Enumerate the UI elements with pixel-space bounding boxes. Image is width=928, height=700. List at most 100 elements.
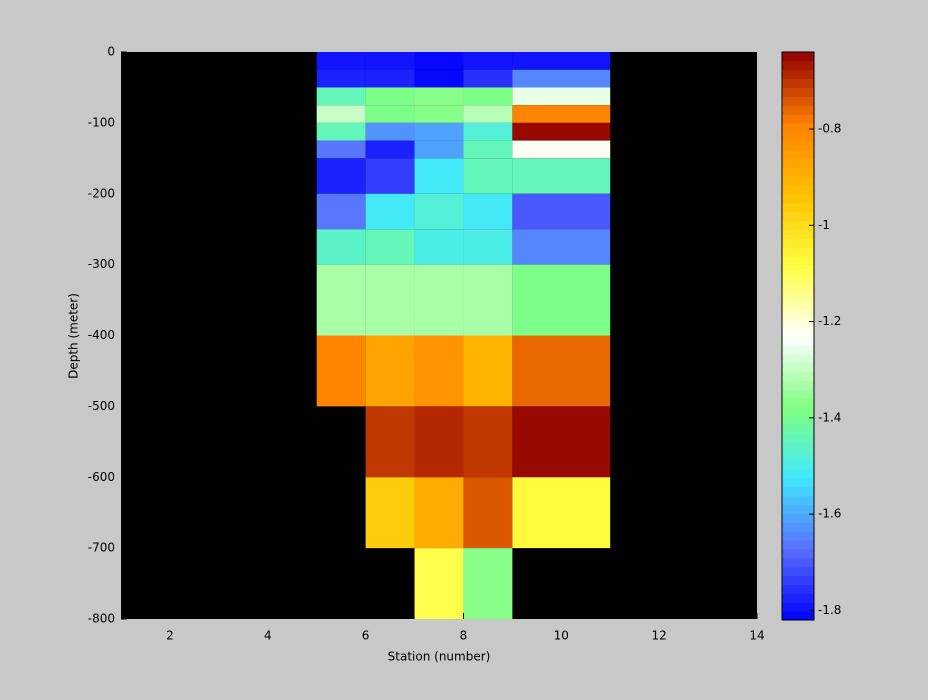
colorbar-band xyxy=(782,460,814,470)
colorbar-tick-label: -1.2 xyxy=(818,314,841,328)
colorbar-band xyxy=(782,176,814,186)
heatmap-cell xyxy=(316,229,366,265)
colorbar-band xyxy=(782,265,814,275)
colorbar-tick-label: -1.4 xyxy=(818,410,841,424)
colorbar-band xyxy=(782,398,814,408)
heatmap-cell xyxy=(414,158,464,194)
colorbar-band xyxy=(782,557,814,568)
heatmap-cell xyxy=(414,105,464,123)
heatmap-cell xyxy=(365,105,415,123)
heatmap-cell xyxy=(463,548,513,619)
colorbar-band xyxy=(782,114,814,124)
heatmap-cell xyxy=(365,406,415,478)
colorbar-band xyxy=(782,513,814,523)
colorbar-band xyxy=(782,575,814,585)
heatmap-cell xyxy=(414,335,464,407)
colorbar-tick-label: -1 xyxy=(818,218,830,232)
colorbar-band xyxy=(782,273,814,284)
colorbar-band xyxy=(782,611,814,621)
colorbar-band xyxy=(782,344,814,355)
heatmap-cell xyxy=(316,158,366,194)
colorbar-band xyxy=(782,158,814,168)
colorbar-band xyxy=(782,495,814,506)
heatmap-cell xyxy=(414,406,464,478)
heatmap-cell xyxy=(463,264,513,336)
heatmap-cell xyxy=(463,229,513,265)
x-tick-label: 10 xyxy=(554,629,569,643)
colorbar-band xyxy=(782,229,814,239)
colorbar-band xyxy=(782,371,814,381)
heatmap-cell xyxy=(463,406,513,478)
y-tick-label: -100 xyxy=(88,115,115,129)
heatmap-cell xyxy=(463,158,513,194)
colorbar-band xyxy=(782,69,814,80)
colorbar-band xyxy=(782,415,814,426)
heatmap-cell xyxy=(414,87,464,106)
heatmap-cell xyxy=(365,158,415,194)
colorbar-band xyxy=(782,566,814,577)
heatmap-cell xyxy=(512,69,611,88)
colorbar-band xyxy=(782,149,814,159)
heatmap-cell xyxy=(512,335,611,407)
y-axis-label: Depth (meter) xyxy=(67,293,81,379)
heatmap-cell xyxy=(463,52,513,70)
y-tick-label: -800 xyxy=(88,612,115,626)
heatmap-cell xyxy=(463,87,513,106)
colorbar-tick-label: -1.6 xyxy=(818,507,841,521)
colorbar-band xyxy=(782,105,814,115)
y-tick-label: -300 xyxy=(88,257,115,271)
colorbar-band xyxy=(782,52,814,62)
heatmap-cell xyxy=(365,52,415,70)
y-tick-label: -700 xyxy=(88,541,115,555)
heatmap-cell xyxy=(316,335,366,407)
heatmap-cell xyxy=(316,105,366,123)
x-tick-label: 14 xyxy=(749,629,764,643)
heatmap-cell xyxy=(365,477,415,549)
colorbar-tick-label: -1.8 xyxy=(818,603,841,617)
heatmap-cell xyxy=(512,158,611,194)
heatmap-cell xyxy=(316,122,366,141)
heatmap-cell xyxy=(512,264,611,336)
colorbar-band xyxy=(782,309,814,319)
colorbar-band xyxy=(782,540,814,550)
heatmap-cell xyxy=(512,87,611,106)
heatmap-cell xyxy=(463,122,513,141)
heatmap-cell xyxy=(414,140,464,159)
colorbar-band xyxy=(782,96,814,106)
heatmap-cell xyxy=(512,122,611,141)
heatmap-cell xyxy=(365,335,415,407)
y-tick-label: 0 xyxy=(107,45,115,59)
colorbar-band xyxy=(782,282,814,293)
heatmap-cell xyxy=(365,122,415,141)
heatmap-cell xyxy=(414,193,464,230)
colorbar-band xyxy=(782,247,814,257)
colorbar-band xyxy=(782,451,814,461)
colorbar-band xyxy=(782,300,814,310)
heatmap-cell xyxy=(414,477,464,549)
heatmap-cell xyxy=(414,264,464,336)
heatmap-cell xyxy=(316,69,366,88)
colorbar-band xyxy=(782,602,814,612)
y-tick-label: -200 xyxy=(88,186,115,200)
heatmap-cell xyxy=(463,335,513,407)
heatmap-cell xyxy=(414,122,464,141)
colorbar-band xyxy=(782,478,814,488)
heatmap-cell xyxy=(365,264,415,336)
heatmap-cell xyxy=(414,229,464,265)
colorbar-band xyxy=(782,131,814,142)
colorbar-band xyxy=(782,389,814,399)
heatmap-cell xyxy=(365,87,415,106)
heatmap-cell xyxy=(512,193,611,230)
heatmap-cell xyxy=(414,548,464,619)
heatmap-cell xyxy=(463,140,513,159)
x-tick-label: 4 xyxy=(264,629,272,643)
heatmap-cell xyxy=(512,477,611,549)
colorbar-band xyxy=(782,167,814,177)
heatmap-cell xyxy=(365,229,415,265)
colorbar-tick-label: -0.8 xyxy=(818,122,841,136)
heatmap-cell xyxy=(463,105,513,123)
heatmap-cell xyxy=(512,406,611,478)
heatmap-cell xyxy=(414,52,464,70)
